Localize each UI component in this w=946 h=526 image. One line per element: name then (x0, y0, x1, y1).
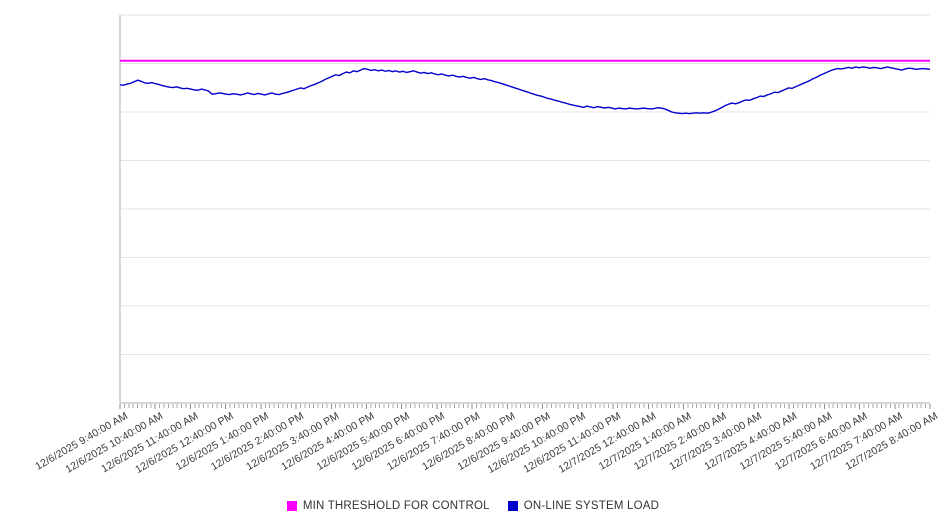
legend-entry-min-threshold[interactable]: MIN THRESHOLD FOR CONTROL (286, 500, 490, 512)
axis-lines (119, 15, 930, 404)
x-axis-tick-marks (119, 404, 931, 409)
series-on-line-system-load (119, 66, 931, 115)
gridlines (120, 14, 930, 404)
legend-entry-system-load[interactable]: ON-LINE SYSTEM LOAD (507, 500, 660, 512)
chart-legend: MIN THRESHOLD FOR CONTROL ON-LINE SYSTEM… (0, 495, 946, 517)
legend-swatch-min-threshold (286, 501, 297, 511)
legend-label-system-load: ON-LINE SYSTEM LOAD (523, 500, 660, 512)
legend-label-min-threshold: MIN THRESHOLD FOR CONTROL (302, 500, 490, 512)
legend-swatch-system-load (507, 501, 518, 511)
